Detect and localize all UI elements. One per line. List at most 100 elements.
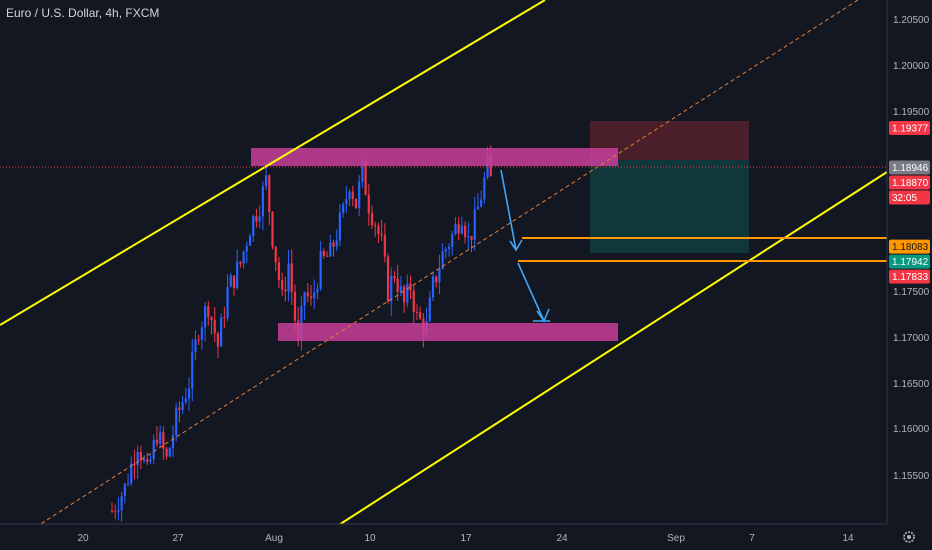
candle: [181, 395, 184, 415]
price-tag: 1.17833: [889, 269, 930, 284]
candle: [467, 222, 470, 251]
candle: [451, 230, 454, 256]
candle: [358, 174, 361, 217]
price-tag-label: 1.19377: [892, 124, 929, 135]
candle: [191, 338, 194, 402]
candle: [332, 239, 335, 257]
candle: [390, 267, 393, 316]
candle: [216, 331, 220, 359]
candle: [393, 270, 396, 284]
candle: [162, 426, 165, 460]
candle: [284, 276, 287, 302]
projection-arrow-2[interactable]: [517, 262, 550, 323]
candle: [229, 273, 232, 288]
price-tag-label: 1.17942: [892, 257, 929, 268]
x-tick-label: 14: [842, 533, 854, 544]
y-tick-label: 1.20500: [893, 15, 930, 26]
trade-position[interactable]: [590, 121, 749, 253]
price-tag-label: 1.18083: [892, 242, 929, 253]
candle: [431, 271, 435, 302]
candle: [354, 198, 358, 210]
resistance-zone[interactable]: [251, 148, 618, 166]
candle: [274, 246, 277, 272]
candle: [213, 307, 216, 342]
candle: [351, 185, 354, 207]
candle: [441, 243, 444, 270]
y-tick-label: 1.17500: [893, 287, 930, 298]
y-tick-label: 1.16000: [893, 424, 930, 435]
candle: [175, 402, 178, 442]
channel-lower-line[interactable]: [299, 171, 888, 550]
price-tag-label: 1.17833: [892, 272, 929, 283]
x-tick-label: 20: [77, 533, 89, 544]
candle: [203, 302, 207, 342]
candle: [342, 201, 345, 218]
candle: [264, 165, 268, 191]
candle: [313, 279, 316, 309]
candle: [242, 250, 245, 269]
candle: [460, 216, 463, 235]
price-tags: 1.19377 1.18946 1.18870 32:05 1.18083 1.17942…: [889, 121, 930, 284]
settings-gear-icon[interactable]: [903, 531, 915, 543]
projection-arrow-1[interactable]: [500, 169, 523, 252]
candle: [120, 491, 123, 522]
candle: [207, 300, 210, 326]
candle: [210, 315, 213, 335]
candle: [261, 181, 264, 231]
candle: [236, 249, 239, 291]
price-tag-label: 32:05: [892, 193, 917, 204]
channel-upper-line[interactable]: [0, 0, 546, 326]
candle: [406, 274, 409, 308]
candle: [123, 482, 126, 504]
time-axis[interactable]: [0, 523, 932, 550]
candle: [457, 216, 460, 241]
candle: [197, 334, 200, 346]
candle: [155, 426, 159, 448]
x-tick-label: 17: [460, 533, 472, 544]
take-profit-zone[interactable]: [590, 160, 749, 253]
candle: [248, 233, 252, 246]
x-tick-labels: 20 27 Aug 10 17 24 Sep 7 14: [77, 533, 854, 544]
candle: [335, 229, 338, 252]
candle: [412, 284, 415, 325]
candle: [220, 313, 223, 348]
candle: [338, 204, 342, 247]
candle: [130, 456, 133, 486]
candle: [133, 449, 136, 480]
candle: [454, 216, 457, 236]
support-zone[interactable]: [278, 323, 618, 341]
candle: [483, 172, 486, 204]
candle: [464, 221, 467, 244]
candle: [325, 251, 329, 257]
candle: [403, 284, 406, 313]
candle: [178, 401, 181, 423]
candle: [271, 211, 274, 250]
x-tick-label: Sep: [667, 533, 685, 544]
candle: [152, 434, 155, 465]
candle: [435, 275, 438, 288]
candle: [473, 197, 476, 251]
candle: [476, 193, 480, 210]
channel-mid-line[interactable]: [0, 0, 859, 550]
x-tick-label: 27: [172, 533, 184, 544]
candle: [277, 256, 281, 289]
candle: [370, 205, 374, 230]
x-tick-label: 7: [749, 533, 755, 544]
candle: [232, 275, 236, 296]
candle: [428, 291, 431, 323]
candle: [438, 254, 441, 295]
candle: [287, 250, 290, 302]
candle: [245, 241, 248, 264]
candle: [444, 246, 447, 259]
candle: [146, 452, 149, 466]
candle: [367, 184, 370, 226]
x-tick-label: 24: [556, 533, 568, 544]
candle: [345, 185, 348, 213]
candle: [168, 446, 171, 458]
candle: [316, 283, 319, 300]
price-tag-label: 1.18870: [892, 178, 929, 189]
candle: [409, 275, 412, 299]
candle: [268, 174, 271, 225]
candle: [149, 454, 152, 465]
